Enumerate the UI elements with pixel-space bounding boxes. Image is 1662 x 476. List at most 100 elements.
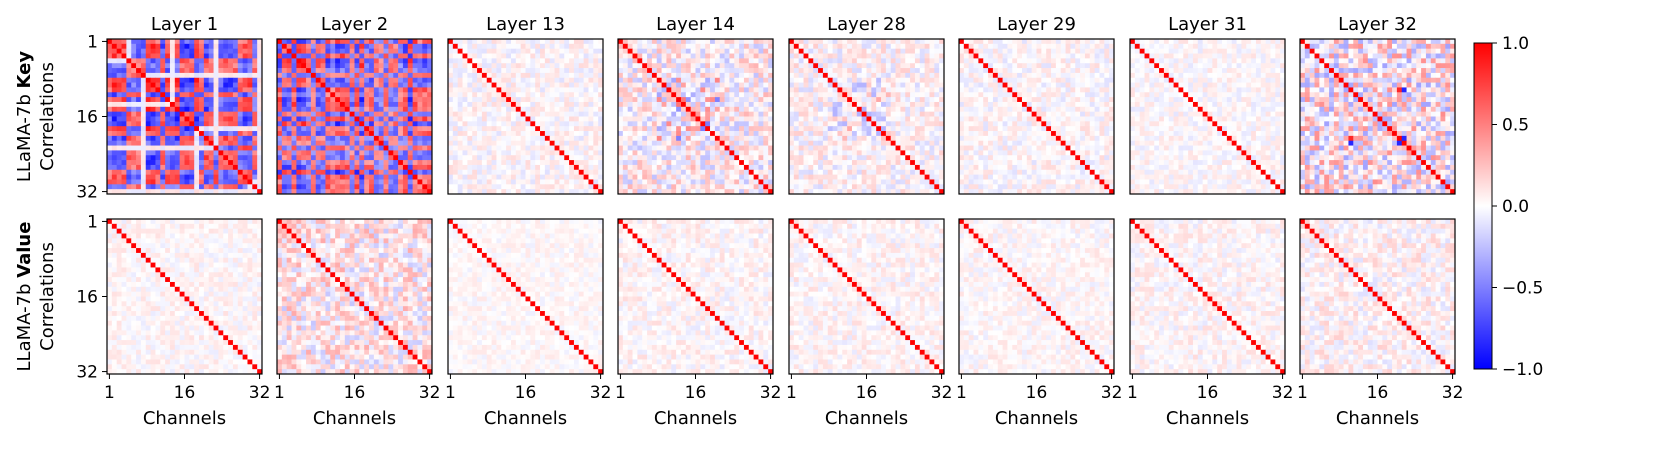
heatmap-cell	[349, 48, 355, 54]
heatmap-cell	[402, 140, 409, 146]
heatmap-cell	[506, 140, 512, 146]
heatmap-cell	[184, 126, 190, 132]
heatmap-cell	[851, 135, 858, 142]
heatmap-cell	[402, 72, 409, 79]
heatmap-cell	[189, 92, 195, 98]
heatmap-cell	[910, 160, 916, 166]
heatmap-cell	[934, 121, 940, 127]
heatmap-cell	[876, 53, 882, 59]
heatmap-cell	[700, 101, 706, 108]
heatmap-cell	[871, 97, 877, 103]
heatmap-cell	[866, 126, 872, 132]
heatmap-cell	[569, 174, 575, 180]
heatmap-cell	[627, 58, 633, 64]
heatmap-cell	[890, 131, 896, 137]
heatmap-cell	[315, 106, 321, 112]
heatmap-cell	[174, 72, 180, 79]
heatmap-cell	[232, 43, 239, 50]
heatmap-cell	[203, 58, 210, 64]
heatmap-cell	[710, 39, 716, 45]
heatmap-cell	[578, 106, 584, 112]
heatmap-cell	[388, 160, 394, 166]
heatmap-cell	[448, 111, 454, 117]
heatmap-cell	[671, 164, 677, 171]
heatmap-cell	[126, 77, 132, 83]
heatmap-cell	[218, 58, 224, 64]
heatmap-cell	[540, 111, 546, 117]
heatmap-cell	[247, 101, 253, 108]
heatmap-cell	[496, 145, 502, 151]
heatmap-cell	[842, 126, 848, 132]
heatmap-cell	[578, 155, 584, 161]
heatmap-cell	[871, 72, 877, 79]
heatmap-cell	[218, 184, 224, 190]
heatmap-cell	[554, 39, 560, 45]
heatmap-cell	[228, 121, 234, 127]
heatmap-cell	[705, 53, 711, 59]
heatmap-cell	[306, 106, 312, 112]
heatmap-cell	[467, 63, 473, 69]
heatmap-cell	[506, 111, 512, 117]
heatmap-cell	[895, 82, 901, 88]
heatmap-cell	[457, 82, 463, 88]
heatmap-cell	[847, 111, 853, 117]
heatmap-cell	[554, 164, 560, 171]
heatmap-cell	[895, 72, 901, 79]
heatmap-cell	[486, 145, 492, 151]
heatmap-cell	[866, 82, 872, 88]
heatmap-cell	[588, 77, 594, 83]
heatmap-cell	[530, 92, 536, 98]
heatmap-cell	[934, 116, 940, 122]
heatmap-cell	[165, 111, 171, 117]
heatmap-cell	[818, 126, 824, 132]
heatmap-cell	[905, 39, 911, 45]
heatmap-cell	[719, 48, 725, 54]
heatmap-cell	[739, 53, 745, 59]
heatmap-cell	[160, 179, 166, 185]
heatmap-cell	[383, 58, 389, 64]
heatmap-cell	[748, 150, 754, 156]
heatmap-cell	[237, 106, 243, 112]
heatmap-cell	[910, 155, 916, 161]
heatmap-cell	[213, 72, 219, 79]
heatmap-cell	[793, 121, 800, 127]
heatmap-cell	[719, 131, 725, 137]
heatmap-cell	[481, 126, 488, 132]
heatmap-cell	[618, 189, 624, 195]
heatmap-cell	[753, 58, 759, 64]
heatmap-cell	[851, 68, 858, 74]
heatmap-cell	[339, 164, 346, 171]
heatmap-cell	[349, 82, 355, 88]
heatmap-cell	[593, 58, 599, 64]
heatmap-cell	[335, 131, 341, 137]
heatmap-cell	[477, 135, 483, 142]
heatmap-cell	[837, 126, 843, 132]
heatmap-cell	[881, 111, 887, 117]
heatmap-cell	[525, 131, 531, 137]
heatmap-cell	[462, 164, 468, 171]
heatmap-cell	[388, 184, 394, 190]
heatmap-cell	[851, 77, 858, 83]
heatmap-cell	[900, 43, 906, 50]
heatmap-cell	[515, 135, 521, 142]
heatmap-cell	[842, 77, 848, 83]
heatmap-cell	[111, 63, 118, 69]
heatmap-cell	[296, 135, 302, 142]
heatmap-cell	[705, 131, 711, 137]
heatmap-cell	[680, 131, 687, 137]
heatmap-cell	[126, 121, 132, 127]
heatmap-cell	[676, 189, 682, 195]
heatmap-cell	[296, 92, 302, 98]
heatmap-cell	[111, 116, 118, 122]
heatmap-cell	[277, 150, 283, 156]
heatmap-cell	[856, 72, 862, 79]
heatmap-cell	[422, 87, 428, 93]
heatmap-cell	[724, 58, 730, 64]
heatmap-cell	[651, 82, 658, 88]
heatmap-cell	[364, 160, 370, 166]
heatmap-cell	[228, 39, 234, 45]
heatmap-cell	[457, 135, 463, 142]
heatmap-cell	[169, 87, 176, 93]
heatmap-cell	[758, 72, 764, 79]
